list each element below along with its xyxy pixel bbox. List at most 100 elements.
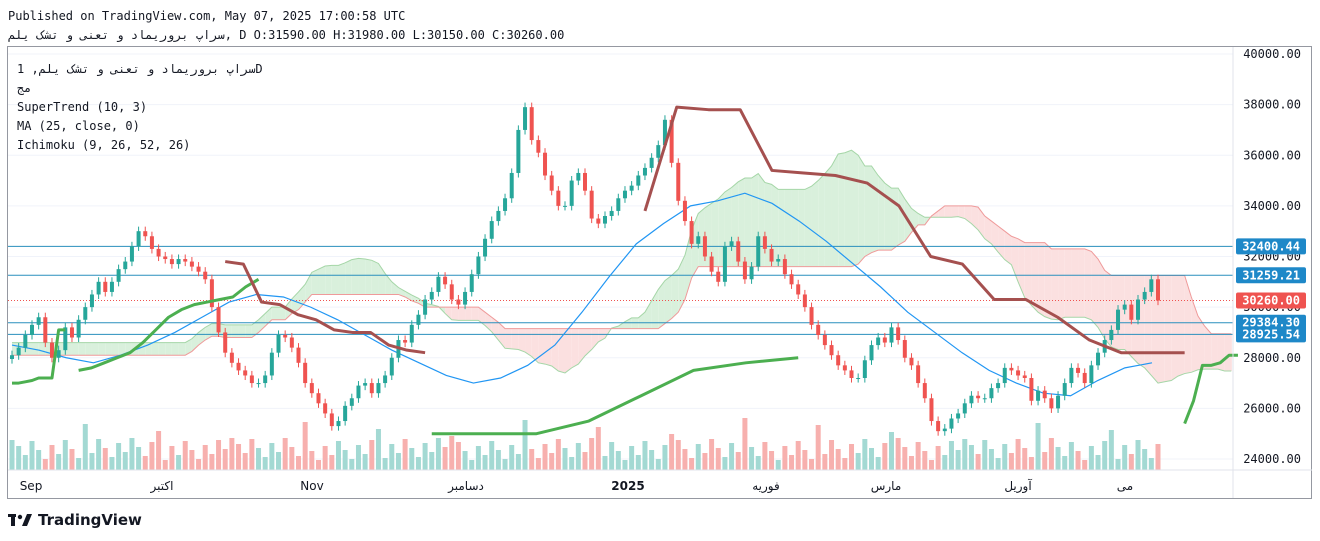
candle-body [629,185,634,191]
volume-bar [449,436,455,470]
candle-body [416,314,421,325]
candle-body [1076,367,1081,373]
candle-body [1149,279,1154,292]
volume-bar [535,458,541,470]
candle-body [216,307,221,333]
candle-body [1136,299,1141,320]
tradingview-logo[interactable]: TradingView [8,511,142,529]
candle-body [809,307,814,325]
cloud-segment [1018,238,1025,298]
candle-body [469,274,474,292]
volume-bar [908,456,914,470]
cloud-segment [311,269,319,295]
candle-body [356,385,361,399]
volume-bar [116,443,122,470]
cloud-segment [791,189,799,267]
volume-bar [569,457,575,470]
candle-body [1069,367,1074,384]
cloud-segment [818,173,825,267]
cloud-segment [1078,248,1085,318]
cloud-segment [1044,242,1052,320]
candle-body [103,281,108,292]
candle-body [576,172,581,181]
candle-body [609,210,614,216]
cloud-segment [85,342,92,356]
volume-bar [942,455,948,470]
price-level-badge [1236,238,1306,255]
candle-body [756,236,761,267]
ichimoku-cloud [12,149,1232,384]
candle-body [463,291,468,305]
volume-bar [349,459,355,470]
volume-bar [549,453,555,470]
cloud-segment [811,180,819,267]
volume-bar [882,443,888,470]
supertrend-up-segment [431,356,799,436]
volume-bar [276,452,282,470]
candle-body [69,327,74,338]
volume-bar [369,440,375,470]
volume-bar [475,446,481,470]
candle-body [523,107,528,130]
candle-body [163,256,168,260]
legend-ma[interactable]: MA (25, close, 0) [17,119,140,133]
cloud-segment [458,307,466,321]
cloud-segment [644,300,652,329]
volume-bar [1128,454,1134,470]
cloud-segment [864,166,872,257]
candle-body [716,271,721,282]
cloud-segment [1164,275,1172,382]
candle-body [343,405,348,422]
candle-body [389,357,394,376]
volume-bar [395,453,401,470]
volume-bar [489,441,495,470]
legend-supertrend[interactable]: SuperTrend (10, 3) [17,100,148,114]
x-tick-label: دسامبر [447,479,484,494]
legend-ichimoku[interactable]: Ichimoku (9, 26, 52, 26) [17,138,191,152]
candle-body [269,352,274,376]
cloud-segment [1118,275,1125,350]
cloud-segment [531,328,539,363]
legend-subtitle: مج [17,81,32,95]
cloud-segment [351,258,359,295]
candle-body [409,324,414,343]
volume-bar [729,443,735,470]
candle-body [1116,309,1121,330]
cloud-segment [618,321,625,329]
candle-body [1129,304,1134,320]
candle-body [942,428,947,432]
candle-body [802,294,807,308]
volume-bar [915,442,921,470]
volume-bar [142,456,148,470]
cloud-segment [1211,333,1218,370]
volume-bar [782,446,788,470]
candle-body [563,205,568,207]
cloud-segment [1038,242,1045,317]
volume-bar [669,434,675,470]
volume-bar [335,441,341,470]
x-tick-label: مارس [871,479,902,494]
x-tick-label: 2025 [611,479,644,493]
candle-body [882,337,887,343]
cloud-segment [271,307,279,320]
candle-body [549,175,554,191]
cloud-segment [851,150,859,267]
cloud-segment [205,323,212,341]
volume-bar [1155,444,1161,470]
cloud-segment [991,221,999,253]
candle-body [602,216,607,224]
candle-body [636,175,641,186]
candle-body [96,281,101,295]
volume-bar [655,459,661,470]
cloud-segment [1098,259,1105,339]
price-axis: 24000.0026000.0028000.0030000.0032000.00… [8,47,1312,498]
price-level-badge [1236,292,1306,309]
volume-bar [362,454,368,470]
candle-body [849,370,854,378]
candle-body [156,248,161,257]
cloud-segment [1031,242,1039,313]
candle-body [1109,329,1114,341]
volume-bar [895,438,901,470]
candle-body [836,355,841,366]
